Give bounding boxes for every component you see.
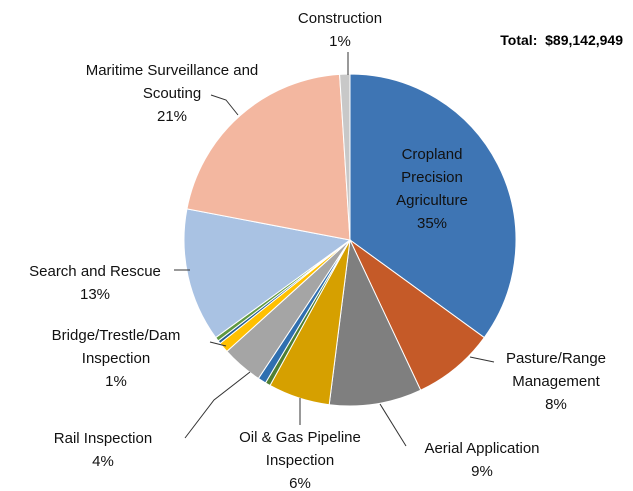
slice-label: Pasture/Range Management 8%	[486, 347, 626, 416]
slice-percent: 13%	[79, 286, 111, 303]
slice-label: Construction 1%	[270, 7, 410, 53]
total-annotation: Total: $89,142,949	[500, 32, 623, 48]
pie-slice	[183, 208, 352, 339]
slice-label: Maritime Surveillance and Scouting 21%	[56, 59, 288, 128]
slice-category: Search and Rescue	[29, 263, 161, 280]
slice-category: Construction	[297, 10, 383, 27]
slice-label: Bridge/Trestle/Dam Inspection 1%	[21, 324, 211, 393]
slice-category: Bridge/Trestle/Dam Inspection	[51, 327, 181, 367]
slice-percent: 1%	[329, 33, 351, 50]
slice-category: Rail Inspection	[53, 430, 153, 447]
leader-line	[210, 94, 239, 116]
slice-category: Oil & Gas Pipeline Inspection	[239, 429, 361, 469]
slice-percent: 21%	[156, 108, 188, 125]
slice-percent: 9%	[471, 463, 493, 480]
slice-percent: 1%	[105, 373, 127, 390]
slice-category: Cropland Precision Agriculture	[396, 146, 468, 209]
leader-line	[379, 403, 407, 447]
pie-slice	[186, 73, 351, 241]
slice-percent: 35%	[416, 215, 448, 232]
slice-category: Aerial Application	[424, 440, 540, 457]
slice-percent: 8%	[545, 396, 567, 413]
slice-label: Aerial Application 9%	[397, 437, 567, 483]
slice-label: Cropland Precision Agriculture 35%	[382, 143, 482, 235]
slice-label: Search and Rescue 13%	[10, 260, 180, 306]
pie-slice	[349, 73, 517, 339]
slice-category: Maritime Surveillance and Scouting	[85, 62, 259, 102]
slice-label: Oil & Gas Pipeline Inspection 6%	[215, 426, 385, 491]
slice-label: Rail Inspection 4%	[23, 427, 183, 473]
leader-line	[184, 371, 251, 439]
leader-line	[209, 341, 227, 347]
slice-category: Pasture/Range Management	[505, 350, 607, 390]
leader-line	[469, 356, 495, 363]
slice-percent: 6%	[289, 475, 311, 491]
slice-percent: 4%	[92, 453, 114, 470]
pie-slice	[339, 73, 351, 241]
pie-slice	[328, 238, 422, 407]
